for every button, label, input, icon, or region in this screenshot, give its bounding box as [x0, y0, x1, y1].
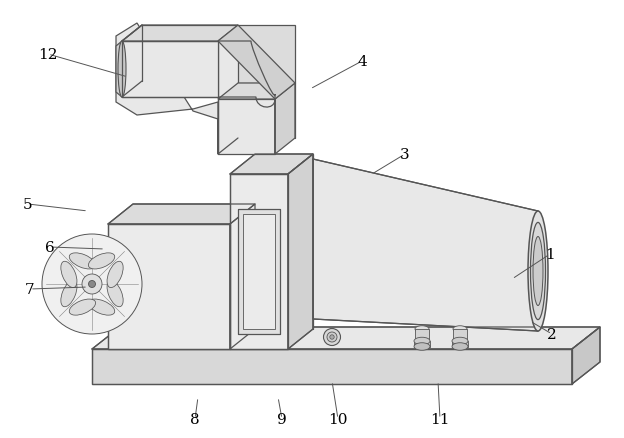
Polygon shape [108, 205, 255, 225]
Polygon shape [313, 159, 538, 331]
Text: 4: 4 [357, 55, 367, 69]
PathPatch shape [116, 24, 218, 155]
Ellipse shape [61, 261, 77, 288]
Polygon shape [453, 329, 467, 341]
Ellipse shape [452, 343, 468, 350]
Polygon shape [218, 100, 275, 155]
Text: 3: 3 [400, 148, 410, 162]
Ellipse shape [415, 326, 429, 332]
Ellipse shape [528, 212, 548, 331]
Text: 8: 8 [190, 412, 200, 426]
Ellipse shape [107, 281, 123, 307]
Polygon shape [452, 341, 468, 347]
Ellipse shape [61, 281, 77, 307]
Circle shape [330, 335, 334, 339]
Polygon shape [218, 42, 275, 100]
Circle shape [82, 274, 102, 294]
Polygon shape [122, 42, 218, 98]
Polygon shape [116, 42, 122, 98]
Polygon shape [230, 205, 255, 349]
Polygon shape [122, 26, 238, 42]
Text: 12: 12 [38, 48, 58, 62]
Ellipse shape [414, 343, 430, 350]
Ellipse shape [414, 338, 430, 345]
Polygon shape [92, 327, 600, 349]
Ellipse shape [107, 261, 123, 288]
Circle shape [323, 329, 341, 346]
Polygon shape [218, 26, 295, 100]
Ellipse shape [69, 299, 95, 315]
Polygon shape [414, 341, 430, 347]
Polygon shape [243, 215, 275, 329]
Text: 9: 9 [277, 412, 287, 426]
Text: 1: 1 [545, 247, 555, 261]
Polygon shape [218, 84, 295, 100]
Polygon shape [238, 209, 280, 334]
Text: 7: 7 [25, 283, 35, 297]
Polygon shape [275, 84, 295, 155]
Polygon shape [230, 175, 288, 349]
Polygon shape [288, 155, 313, 349]
Polygon shape [572, 327, 600, 384]
Text: 6: 6 [45, 240, 55, 254]
Ellipse shape [89, 299, 115, 315]
Ellipse shape [453, 326, 467, 332]
Text: 2: 2 [547, 327, 557, 341]
Text: 11: 11 [431, 412, 450, 426]
Ellipse shape [118, 42, 126, 98]
Polygon shape [238, 26, 295, 84]
Ellipse shape [533, 237, 543, 306]
Polygon shape [92, 349, 572, 384]
Ellipse shape [89, 253, 115, 269]
Polygon shape [108, 225, 230, 349]
Ellipse shape [452, 338, 468, 345]
Circle shape [327, 332, 337, 342]
Circle shape [89, 281, 95, 288]
Ellipse shape [69, 253, 95, 269]
Circle shape [42, 234, 142, 334]
Polygon shape [230, 155, 313, 175]
Ellipse shape [530, 223, 545, 320]
Text: 10: 10 [328, 412, 348, 426]
Polygon shape [415, 329, 429, 341]
Text: 5: 5 [23, 198, 33, 212]
